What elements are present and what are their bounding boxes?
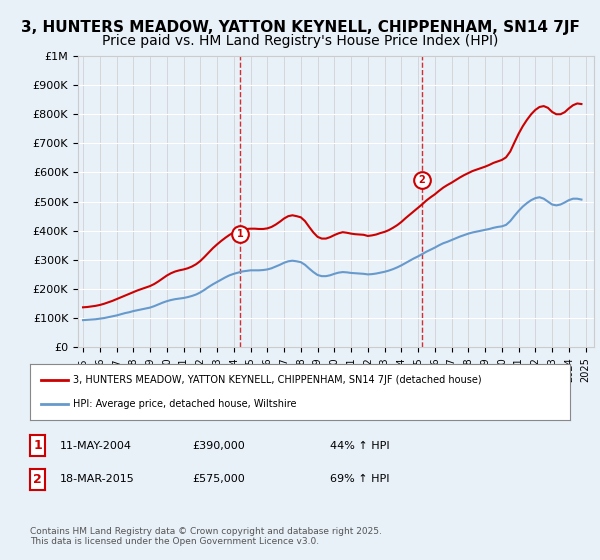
Text: Contains HM Land Registry data © Crown copyright and database right 2025.
This d: Contains HM Land Registry data © Crown c… — [30, 526, 382, 546]
Text: 2: 2 — [418, 175, 425, 185]
Text: 1: 1 — [236, 228, 243, 239]
Text: 2: 2 — [33, 473, 42, 486]
Text: 18-MAR-2015: 18-MAR-2015 — [60, 474, 135, 484]
Text: 1: 1 — [33, 439, 42, 452]
Text: £390,000: £390,000 — [192, 441, 245, 451]
Text: 3, HUNTERS MEADOW, YATTON KEYNELL, CHIPPENHAM, SN14 7JF (detached house): 3, HUNTERS MEADOW, YATTON KEYNELL, CHIPP… — [73, 375, 482, 385]
Text: £575,000: £575,000 — [192, 474, 245, 484]
Text: 11-MAY-2004: 11-MAY-2004 — [60, 441, 132, 451]
Text: 44% ↑ HPI: 44% ↑ HPI — [330, 441, 389, 451]
Text: 69% ↑ HPI: 69% ↑ HPI — [330, 474, 389, 484]
Text: Price paid vs. HM Land Registry's House Price Index (HPI): Price paid vs. HM Land Registry's House … — [102, 34, 498, 48]
Text: HPI: Average price, detached house, Wiltshire: HPI: Average price, detached house, Wilt… — [73, 399, 296, 409]
Text: 3, HUNTERS MEADOW, YATTON KEYNELL, CHIPPENHAM, SN14 7JF: 3, HUNTERS MEADOW, YATTON KEYNELL, CHIPP… — [20, 20, 580, 35]
